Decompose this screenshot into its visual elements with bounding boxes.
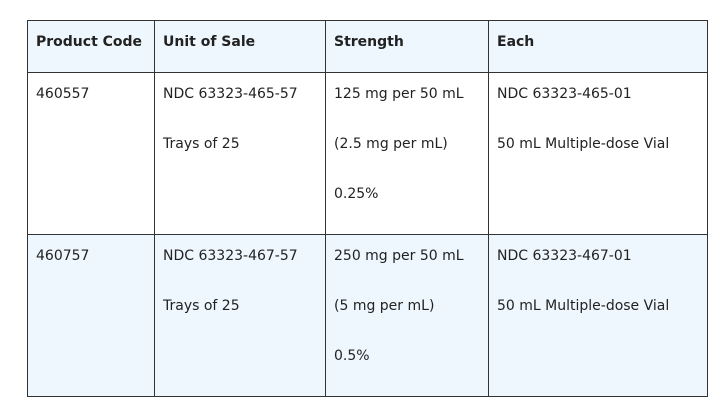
- cell-text: (2.5 mg per mL): [334, 136, 448, 152]
- cell-text: Trays of 25: [163, 298, 240, 314]
- table-cell: NDC 63323-465-57 Trays of 25: [154, 72, 326, 235]
- cell-text: NDC 63323-467-01: [497, 248, 632, 264]
- table-cell: NDC 63323-467-01 50 mL Multiple-dose Vial: [488, 234, 708, 397]
- table-cell: 250 mg per 50 mL (5 mg per mL) 0.5%: [325, 234, 489, 397]
- header-row: Product Code Unit of Sale Strength Each: [27, 20, 708, 73]
- cell-text: Trays of 25: [163, 136, 240, 152]
- cell-text: 50 mL Multiple-dose Vial: [497, 136, 670, 152]
- table-cell: 125 mg per 50 mL (2.5 mg per mL) 0.25%: [325, 72, 489, 235]
- header-cell: Strength: [325, 20, 489, 73]
- cell-text: 460557: [36, 86, 90, 102]
- table-header: Product Code Unit of Sale Strength Each: [27, 20, 708, 73]
- header-cell: Each: [488, 20, 708, 73]
- cell-text: NDC 63323-465-57: [163, 86, 298, 102]
- header-cell: Unit of Sale: [154, 20, 326, 73]
- cell-text: 0.5%: [334, 348, 370, 364]
- table-row: 460557 NDC 63323-465-57 Trays of 25 125 mg …: [27, 72, 708, 235]
- cell-text: 460757: [36, 248, 90, 264]
- cell-text: 125 mg per 50 mL: [334, 86, 464, 102]
- cell-text: 0.25%: [334, 186, 379, 202]
- table-row: 460757 NDC 63323-467-57 Trays of 25 250 mg …: [27, 234, 708, 397]
- cell-text: (5 mg per mL): [334, 298, 435, 314]
- table-cell: NDC 63323-467-57 Trays of 25: [154, 234, 326, 397]
- cell-text: NDC 63323-467-57: [163, 248, 298, 264]
- table-body: 460557 NDC 63323-465-57 Trays of 25 125 mg …: [27, 72, 708, 397]
- cell-text: NDC 63323-465-01: [497, 86, 632, 102]
- table-cell: NDC 63323-465-01 50 mL Multiple-dose Vial: [488, 72, 708, 235]
- table-cell: 460557: [27, 72, 155, 235]
- cell-text: 50 mL Multiple-dose Vial: [497, 298, 670, 314]
- product-table: Product Code Unit of Sale Strength Each 460…: [27, 20, 708, 397]
- cell-text: 250 mg per 50 mL: [334, 248, 464, 264]
- header-cell: Product Code: [27, 20, 155, 73]
- table-cell: 460757: [27, 234, 155, 397]
